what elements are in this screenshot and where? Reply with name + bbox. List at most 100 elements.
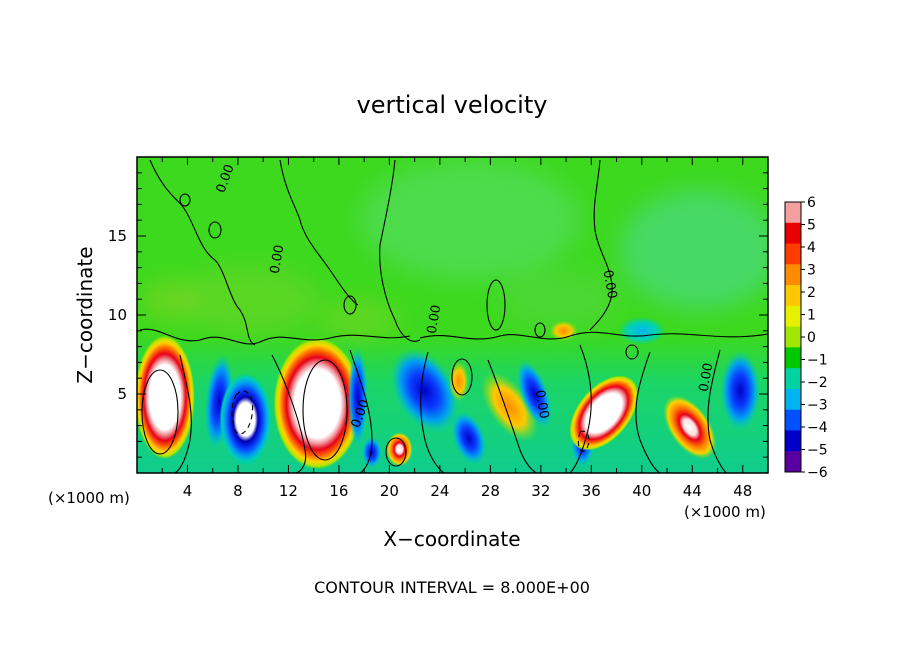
colorbar-swatch — [785, 222, 801, 245]
x-tick-label: 36 — [582, 482, 601, 500]
updraft-cell — [137, 335, 195, 460]
y-axis-label: Z−coordinate — [73, 246, 97, 383]
colorbar-tick-label: −4 — [807, 420, 828, 436]
updraft-cell — [448, 361, 469, 402]
colorbar-swatch — [785, 202, 801, 224]
contour-line — [589, 159, 613, 331]
contour-line — [486, 279, 506, 331]
downdraft-cell — [451, 411, 487, 466]
contour-value-label: 0.00 — [532, 389, 552, 420]
colorbar-tick-label: 2 — [807, 285, 816, 301]
downdraft-cell — [516, 359, 553, 429]
colorbar-tick-label: −6 — [807, 465, 828, 481]
downdraft-cell — [347, 347, 368, 448]
contour-value-label: 0.00 — [425, 304, 445, 335]
colorbar-swatch — [785, 326, 801, 348]
contour-line — [419, 331, 768, 340]
colorbar-tick-label: 0 — [807, 330, 816, 346]
contour-line — [451, 358, 473, 396]
contour-line — [707, 349, 727, 473]
contour-line — [569, 344, 592, 473]
contour-value-label: 0.00 — [600, 269, 620, 300]
colorbar-tick-label: 5 — [807, 218, 816, 234]
x-axis-ticks: 4 8 12 16 20 24 28 32 36 40 44 48 — [161, 157, 752, 500]
x-tick-label: 20 — [380, 482, 399, 500]
colorbar: 6 5 4 3 2 1 0 −1 −2 −3 −4 −5 −6 — [784, 195, 828, 481]
updraft-cell — [663, 395, 717, 459]
contour-line — [534, 322, 546, 338]
contour-line — [279, 159, 359, 306]
x-tick-label: 40 — [632, 482, 651, 500]
x-tick-label: 48 — [733, 482, 752, 500]
contour-line — [149, 159, 256, 346]
plot-area: 0.000.000.000.000.000.000.00 4 8 12 16 20 24 2… — [108, 156, 769, 500]
contour-line — [343, 295, 357, 315]
updraft-cell — [569, 375, 639, 451]
updraft-cell — [481, 371, 538, 442]
contour-line — [174, 354, 192, 473]
velocity-cells — [137, 316, 761, 470]
colorbar-swatch — [785, 285, 801, 307]
contour-line — [208, 221, 222, 239]
downdraft-cell — [720, 350, 761, 431]
downdraft-cell — [219, 373, 272, 466]
updraft-cell — [386, 432, 413, 467]
contour-line — [302, 359, 348, 461]
colorbar-tick-label: −1 — [807, 353, 828, 369]
contour-line — [420, 351, 445, 473]
x-tick-label: 44 — [683, 482, 702, 500]
contour-line — [635, 351, 661, 473]
x-tick-label: 28 — [481, 482, 500, 500]
colorbar-swatch — [785, 388, 801, 411]
contour-line — [141, 369, 179, 455]
contour-value-label: 0.00 — [268, 244, 288, 275]
contour-line — [139, 328, 411, 345]
contour-line-negative — [577, 430, 590, 452]
x-tick-label: 16 — [329, 482, 348, 500]
downdraft-cell — [361, 436, 382, 469]
contour-line — [379, 159, 421, 342]
colorbar-tick-label: 6 — [807, 195, 816, 211]
colorbar-tick-label: −3 — [807, 398, 828, 414]
colorbar-swatch — [785, 243, 801, 265]
colorbar-tick-label: −5 — [807, 443, 828, 459]
colorbar-swatch — [785, 264, 801, 286]
downdraft-cell — [617, 316, 666, 345]
colorbar-tick-label: 4 — [807, 240, 816, 256]
colorbar-swatch — [785, 368, 801, 390]
y-tick-label: 10 — [108, 306, 127, 324]
upper-field-shading — [140, 160, 768, 340]
colorbar-swatch — [785, 347, 801, 369]
y-tick-label: 5 — [117, 385, 127, 403]
colorbar-swatch — [785, 409, 801, 431]
colorbar-tick-label: −2 — [807, 375, 828, 391]
x-unit-label-right: (×1000 m) — [684, 503, 766, 521]
contour-line — [179, 193, 191, 207]
colorbar-swatch — [785, 305, 801, 328]
contour-line — [271, 354, 307, 473]
contour-line — [385, 437, 407, 467]
contour-lines — [139, 159, 768, 473]
colorbar-swatch — [785, 430, 801, 452]
contour-interval-label: CONTOUR INTERVAL = 8.000E+00 — [314, 578, 590, 597]
updraft-cell — [273, 337, 362, 470]
x-tick-label: 12 — [279, 482, 298, 500]
contour-line — [349, 349, 373, 473]
contour-line-negative — [231, 390, 254, 435]
x-unit-label-left: (×1000 m) — [48, 489, 130, 507]
x-tick-label: 32 — [531, 482, 550, 500]
contour-line — [487, 359, 537, 473]
colorbar-swatch — [785, 451, 801, 473]
x-tick-label: 8 — [233, 482, 243, 500]
contour-value-label: 0.00 — [697, 362, 717, 393]
colorbar-tick-label: 1 — [807, 308, 816, 324]
colorbar-tick-label: 3 — [807, 263, 816, 279]
x-axis-label: X−coordinate — [383, 527, 520, 551]
x-tick-label: 4 — [183, 482, 193, 500]
contour-line — [625, 344, 639, 360]
heatmap-field: 0.000.000.000.000.000.000.00 — [137, 157, 768, 473]
y-axis-ticks: 5 10 15 — [108, 172, 768, 458]
x-tick-label: 24 — [430, 482, 449, 500]
downdraft-cell — [390, 348, 460, 434]
